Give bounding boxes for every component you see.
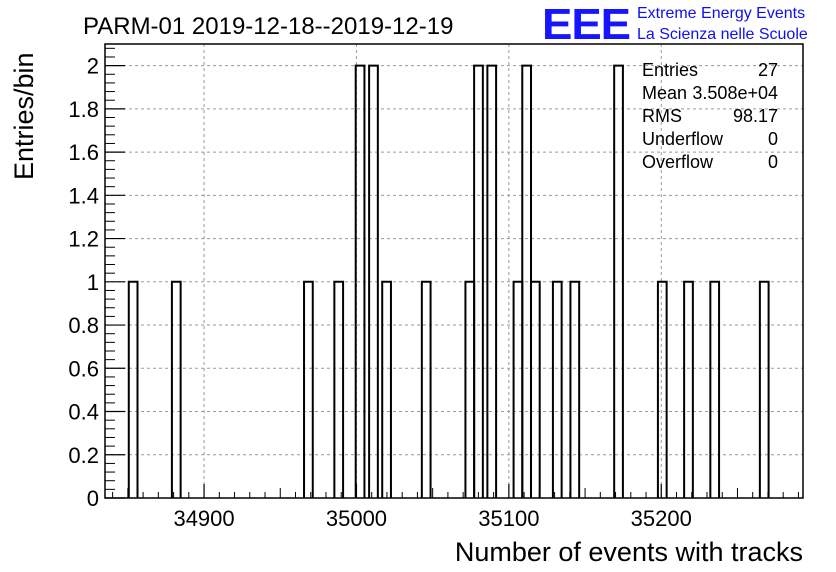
stats-entries-label: Entries xyxy=(642,60,698,80)
x-tick-label: 34900 xyxy=(173,506,234,531)
histogram-bar xyxy=(303,280,314,498)
histogram-bar xyxy=(381,280,392,498)
histogram-bar xyxy=(333,280,345,498)
stats-underflow-label: Underflow xyxy=(642,129,724,149)
histogram-bar xyxy=(551,280,563,498)
y-tick-label: 0.2 xyxy=(68,443,99,468)
x-tick-label: 35000 xyxy=(326,506,387,531)
stats-entries-value: 27 xyxy=(758,60,778,80)
y-tick-label: 0 xyxy=(87,486,99,511)
histogram-bar xyxy=(486,64,498,498)
y-tick-label: 1 xyxy=(87,270,99,295)
histogram-bar xyxy=(683,280,694,498)
y-axis-title: Entries/bin xyxy=(9,52,39,180)
eee-logo-mark: EEE xyxy=(542,0,630,49)
histogram-bar xyxy=(420,280,432,498)
histogram-bar xyxy=(656,280,668,498)
x-tick-label: 35200 xyxy=(631,506,692,531)
histogram-bar xyxy=(709,280,721,498)
stats-mean-label: Mean xyxy=(642,83,687,103)
histogram-bar xyxy=(512,280,524,498)
eee-logo: EEE Extreme Energy Events La Scienza nel… xyxy=(542,0,808,49)
stats-overflow-value: 0 xyxy=(768,152,778,172)
histogram-bar xyxy=(170,280,182,498)
eee-logo-line1: Extreme Energy Events xyxy=(637,5,805,22)
stats-overflow-label: Overflow xyxy=(642,152,714,172)
histogram-bars xyxy=(127,64,770,498)
x-tick-label: 35100 xyxy=(478,506,539,531)
plot-frame xyxy=(104,43,804,499)
histogram-bar xyxy=(464,280,476,498)
histogram-bar xyxy=(569,280,581,498)
histogram-bar xyxy=(127,280,139,498)
y-tick-label: 0.6 xyxy=(68,356,99,381)
y-tick-label: 1.4 xyxy=(68,183,99,208)
y-tick-label: 1.2 xyxy=(68,227,99,252)
histogram-bar xyxy=(473,64,484,498)
chart-title: PARM-01 2019-12-18--2019-12-19 xyxy=(83,13,453,40)
y-tick-label: 1.6 xyxy=(68,140,99,165)
stats-rms-value: 98.17 xyxy=(733,106,778,126)
histogram-bar xyxy=(354,64,366,498)
axes-ticks: 34900 35000 35100 35200 0 0.2 0.4 0.6 0.8 1 1.2 1.4… xyxy=(68,47,799,531)
grid-lines xyxy=(105,44,803,498)
stats-mean-value: 3.508e+04 xyxy=(692,83,778,103)
stats-box: Entries 27 Mean 3.508e+04 RMS 98.17 Unde… xyxy=(642,60,778,172)
eee-logo-line2: La Scienza nelle Scuole xyxy=(637,26,808,43)
y-tick-label: 0.4 xyxy=(68,400,99,425)
histogram-bar xyxy=(758,280,770,498)
y-tick-label: 2 xyxy=(87,54,99,79)
histogram-bar xyxy=(613,64,624,498)
stats-rms-label: RMS xyxy=(642,106,682,126)
y-tick-label: 1.8 xyxy=(68,97,99,122)
x-axis-title: Number of events with tracks xyxy=(455,537,803,567)
y-tick-label: 0.8 xyxy=(68,313,99,338)
stats-underflow-value: 0 xyxy=(768,129,778,149)
histogram-bar xyxy=(529,280,541,498)
histogram-bar xyxy=(368,64,379,498)
